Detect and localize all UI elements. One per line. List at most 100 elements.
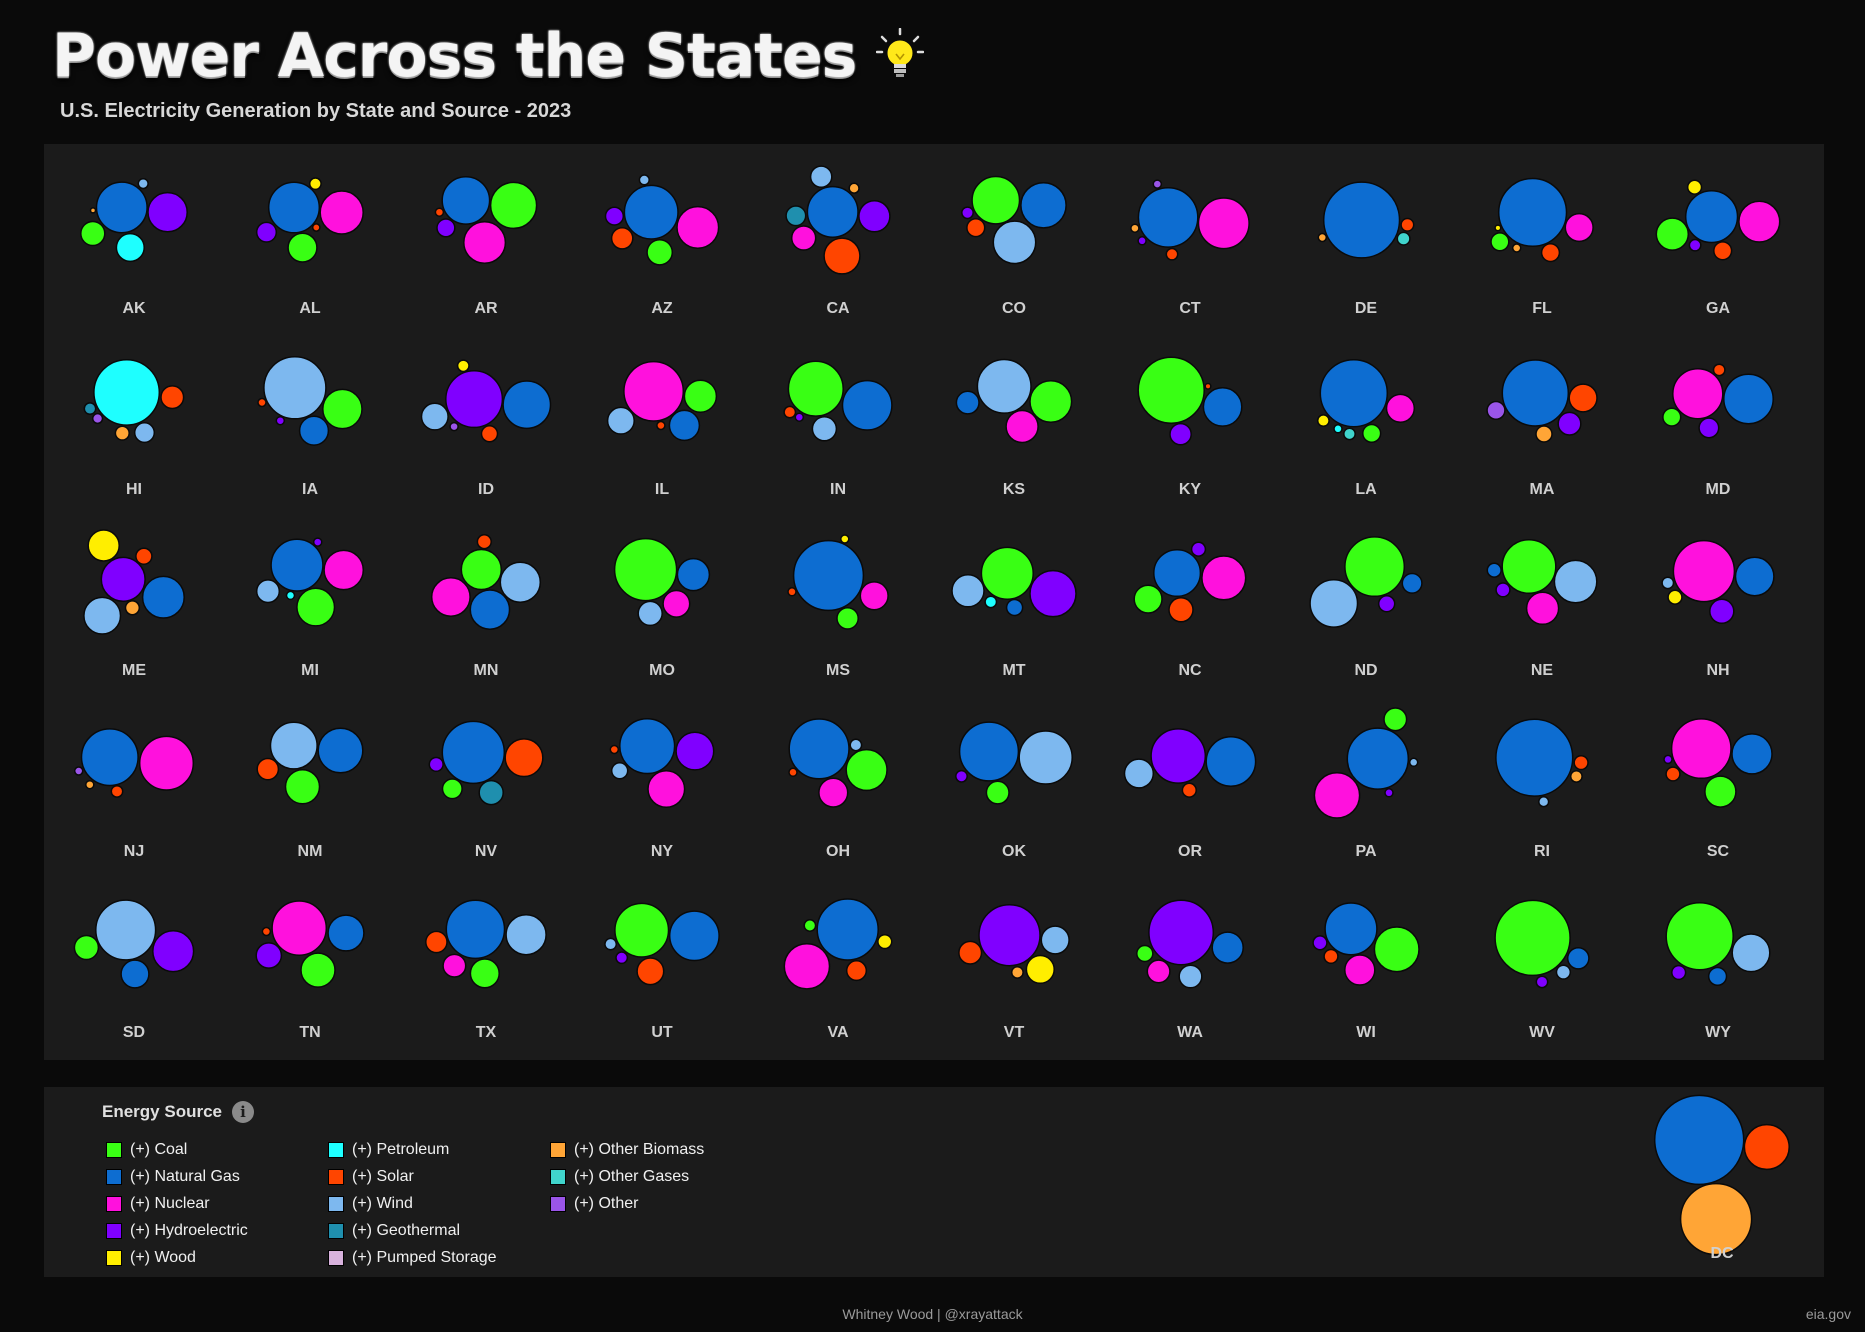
bubble-ma-biomass[interactable]: [1535, 425, 1553, 443]
bubble-mt-petroleum[interactable]: [984, 595, 998, 609]
bubble-mt-gas[interactable]: [1005, 598, 1024, 617]
bubble-ri-wind[interactable]: [1538, 796, 1550, 808]
bubble-ny-nuclear[interactable]: [647, 769, 686, 809]
bubble-pa-wind[interactable]: [1408, 757, 1419, 768]
state-group-ut[interactable]: UT: [604, 902, 720, 1041]
bubble-tn-nuclear[interactable]: [271, 900, 328, 956]
bubble-hi-biomass[interactable]: [114, 425, 130, 441]
bubble-sc-nuclear[interactable]: [1670, 718, 1732, 780]
bubble-ny-solar[interactable]: [609, 744, 620, 755]
state-group-mt[interactable]: MT: [951, 546, 1077, 679]
bubble-nj-biomass[interactable]: [85, 779, 95, 790]
state-group-ri[interactable]: RI: [1495, 718, 1589, 860]
bubble-tn-coal[interactable]: [300, 952, 336, 988]
bubble-nv-gas[interactable]: [441, 720, 506, 785]
state-group-nc[interactable]: NC: [1133, 541, 1247, 679]
bubble-wy-gas[interactable]: [1707, 966, 1728, 987]
bubble-ut-hydro[interactable]: [615, 951, 629, 965]
bubble-al-nuclear[interactable]: [319, 190, 364, 235]
bubble-ia-coal[interactable]: [322, 388, 363, 430]
state-group-vt[interactable]: VT: [958, 903, 1070, 1041]
bubble-mn-coal[interactable]: [460, 548, 503, 591]
bubble-ga-wood[interactable]: [1686, 179, 1703, 195]
state-group-ct[interactable]: CT: [1130, 179, 1250, 317]
info-icon[interactable]: i: [232, 1101, 254, 1123]
state-group-nh[interactable]: NH: [1661, 539, 1775, 679]
bubble-ca-solar[interactable]: [823, 237, 861, 275]
state-group-nm[interactable]: NM: [256, 721, 364, 860]
bubble-ct-other[interactable]: [1152, 179, 1163, 189]
bubble-ca-wind[interactable]: [809, 165, 833, 189]
state-group-wv[interactable]: WV: [1494, 899, 1590, 1041]
bubble-ks-coal[interactable]: [1029, 379, 1073, 424]
bubble-oh-nuclear[interactable]: [818, 777, 849, 808]
state-group-il[interactable]: IL: [606, 360, 718, 498]
state-group-nj[interactable]: NJ: [73, 728, 195, 860]
bubble-pa-hydro[interactable]: [1384, 788, 1394, 798]
bubble-ne-gas[interactable]: [1486, 562, 1502, 578]
bubble-sc-coal[interactable]: [1704, 775, 1737, 808]
bubble-ak-petroleum[interactable]: [115, 232, 145, 263]
legend-item-other[interactable]: (+) Other: [550, 1195, 638, 1213]
bubble-ms-nuclear[interactable]: [859, 581, 889, 611]
bubble-ne-nuclear[interactable]: [1525, 591, 1560, 626]
bubble-ut-wind[interactable]: [604, 937, 618, 951]
bubble-ks-wind[interactable]: [976, 358, 1032, 414]
bubble-az-gas[interactable]: [623, 184, 679, 240]
bubble-nd-hydro[interactable]: [1377, 594, 1396, 613]
state-group-me[interactable]: ME: [83, 529, 185, 679]
legend-item-biomass[interactable]: (+) Other Biomass: [550, 1141, 704, 1159]
state-group-ar[interactable]: AR: [434, 175, 538, 317]
bubble-ne-hydro[interactable]: [1495, 582, 1511, 598]
bubble-me-gas[interactable]: [141, 575, 185, 619]
bubble-wy-coal[interactable]: [1665, 901, 1734, 971]
bubble-md-nuclear[interactable]: [1672, 367, 1724, 420]
bubble-in-wind[interactable]: [811, 416, 838, 442]
bubble-ak-hydro[interactable]: [147, 191, 188, 233]
bubble-co-coal[interactable]: [971, 175, 1021, 225]
bubble-tx-gas[interactable]: [445, 899, 506, 960]
bubble-in-gas[interactable]: [841, 379, 893, 431]
bubble-wi-solar[interactable]: [1323, 948, 1339, 965]
bubble-ma-gas[interactable]: [1501, 359, 1570, 427]
state-group-co[interactable]: CO: [961, 175, 1067, 318]
bubble-ia-gas[interactable]: [298, 415, 330, 446]
state-group-ak[interactable]: AK: [80, 177, 188, 317]
bubble-de-othergas[interactable]: [1396, 231, 1411, 246]
bubble-me-hydro[interactable]: [100, 556, 146, 602]
bubble-al-solar[interactable]: [311, 223, 321, 232]
bubble-mo-nuclear[interactable]: [662, 589, 691, 618]
bubble-ca-gas[interactable]: [806, 185, 859, 238]
bubble-pa-gas[interactable]: [1346, 727, 1410, 790]
bubble-pa-nuclear[interactable]: [1313, 772, 1361, 819]
bubble-nd-wind[interactable]: [1309, 578, 1359, 628]
state-group-la[interactable]: LA: [1316, 358, 1416, 498]
bubble-ca-biomass[interactable]: [848, 182, 860, 194]
bubble-de-gas[interactable]: [1322, 181, 1401, 259]
bubble-ne-coal[interactable]: [1501, 538, 1557, 595]
bubble-wi-hydro[interactable]: [1312, 935, 1328, 951]
bubble-ga-solar[interactable]: [1713, 241, 1733, 261]
bubble-mn-wind[interactable]: [499, 561, 542, 603]
bubble-sc-gas[interactable]: [1731, 733, 1773, 775]
bubble-fl-gas[interactable]: [1497, 177, 1568, 248]
legend-item-petroleum[interactable]: (+) Petroleum: [328, 1141, 449, 1159]
bubble-mi-hydro[interactable]: [312, 537, 323, 547]
state-group-nv[interactable]: NV: [428, 720, 544, 860]
bubble-mt-wind[interactable]: [951, 574, 985, 608]
bubble-ut-gas[interactable]: [668, 910, 720, 962]
bubble-nj-nuclear[interactable]: [138, 735, 195, 791]
bubble-ca-hydro[interactable]: [858, 200, 891, 233]
bubble-mi-coal[interactable]: [296, 587, 336, 627]
bubble-ms-solar[interactable]: [787, 587, 797, 597]
bubble-va-solar[interactable]: [845, 960, 868, 982]
bubble-id-gas[interactable]: [502, 380, 552, 430]
bubble-mo-coal[interactable]: [613, 537, 678, 602]
bubble-oh-coal[interactable]: [845, 748, 888, 792]
bubble-pa-coal[interactable]: [1383, 707, 1408, 732]
bubble-ca-nuclear[interactable]: [790, 225, 817, 251]
bubble-va-wood[interactable]: [877, 933, 893, 950]
state-group-pa[interactable]: PA: [1313, 707, 1419, 860]
bubble-ut-coal[interactable]: [614, 902, 670, 958]
bubble-vt-hydro[interactable]: [978, 903, 1041, 967]
